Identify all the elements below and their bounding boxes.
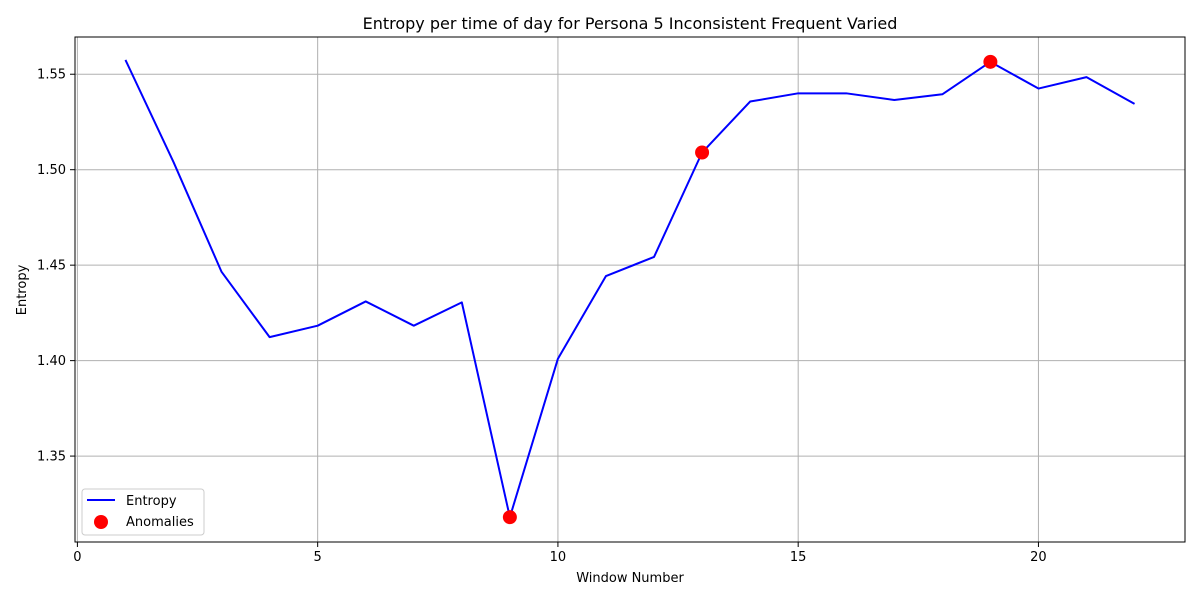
legend-label-entropy: Entropy [126,494,177,509]
entropy-data-point [749,100,751,102]
x-tick-label: 0 [73,550,81,565]
grid-lines [75,37,1185,542]
y-axis-label: Entropy [15,264,30,315]
entropy-data-point [605,275,607,277]
x-tick-label: 5 [314,550,322,565]
series-layer [124,59,1136,519]
y-tick-label: 1.55 [37,68,66,83]
plot-frame [74,36,1186,543]
entropy-series-line [124,59,1136,519]
entropy-data-point [220,271,222,273]
x-axis-label: Window Number [576,571,684,586]
y-tick-label: 1.50 [37,163,66,178]
anomaly-marker [502,510,517,525]
anomaly-layer [502,54,998,525]
entropy-data-point [893,99,895,101]
legend: Entropy Anomalies [81,488,205,536]
legend-marker-swatch [94,515,108,529]
legend-label-anomalies: Anomalies [126,515,194,530]
entropy-data-point [172,161,174,163]
entropy-data-point [365,300,367,302]
entropy-data-point [413,324,415,326]
entropy-data-point [268,336,270,338]
x-tick-label: 10 [550,550,567,565]
y-tick-label: 1.40 [37,354,66,369]
y-tick-label: 1.45 [37,259,66,274]
entropy-data-point [1085,76,1087,78]
entropy-data-point [557,358,559,360]
entropy-data-point [653,256,655,258]
anomaly-marker [983,54,998,69]
y-tick-label: 1.35 [37,450,66,465]
chart-title: Entropy per time of day for Persona 5 In… [363,14,898,33]
entropy-data-point [797,92,799,94]
x-tick-label: 20 [1030,550,1047,565]
entropy-data-point [1037,87,1039,89]
entropy-data-point [316,324,318,326]
tick-layer: 0 5 10 15 20 1.35 1.40 1.45 1.50 1.55 [37,68,1047,565]
entropy-data-point [1133,103,1135,105]
entropy-data-point [124,59,126,61]
entropy-data-point [941,93,943,95]
entropy-data-point [845,92,847,94]
entropy-data-point [461,301,463,303]
anomaly-marker [695,145,710,160]
x-tick-label: 15 [790,550,807,565]
